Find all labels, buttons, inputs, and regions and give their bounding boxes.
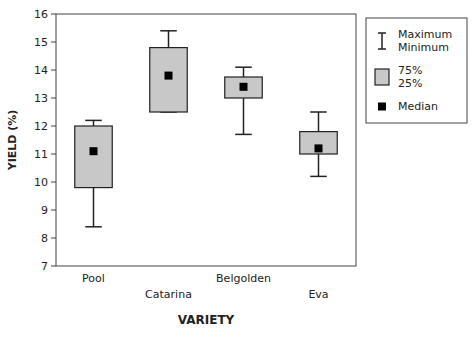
x-tick-label: Belgolden: [216, 272, 271, 285]
whisker-low: [318, 154, 320, 176]
y-tick: [51, 126, 56, 127]
y-tick-label: 13: [34, 92, 48, 105]
x-tick-label: Catarina: [145, 288, 192, 301]
y-tick: [51, 154, 56, 155]
legend-label: 75%25%: [398, 64, 422, 90]
y-axis-label: YIELD (%): [6, 110, 19, 172]
whisker-high: [93, 120, 95, 126]
legend-label-line: 25%: [398, 77, 422, 90]
whisker-low: [93, 188, 95, 227]
legend-label-line: 75%: [398, 64, 422, 77]
legend-whisker-icon: [381, 33, 383, 49]
median: [240, 83, 248, 91]
y-tick-label: 16: [34, 8, 48, 21]
legend: MaximumMinimum 75%25% Median: [366, 18, 467, 123]
y-tick-label: 11: [34, 148, 48, 161]
legend-label: MaximumMinimum: [398, 28, 452, 54]
box: [75, 126, 113, 188]
y-tick: [51, 70, 56, 71]
y-tick: [51, 238, 56, 239]
whisker-high: [318, 112, 320, 132]
y-tick: [51, 14, 56, 15]
legend-whisker-icon: [378, 32, 386, 34]
whisker-high: [243, 67, 245, 77]
whisker-low: [243, 98, 245, 134]
marks: [75, 31, 338, 227]
legend-label: Median: [398, 100, 438, 113]
median: [90, 147, 98, 155]
y-tick-label: 12: [34, 120, 48, 133]
y-tick-label: 15: [34, 36, 48, 49]
plot-frame: [56, 14, 356, 266]
cap-min: [235, 134, 252, 136]
median: [315, 144, 323, 152]
legend-label-line: Median: [398, 100, 438, 113]
chart: 7 8 9 10 11 12 13 14 15 16 Pool Catarina Belgolden Ev…: [0, 0, 473, 343]
legend-box-icon: [375, 69, 389, 85]
y-tick-label: 14: [34, 64, 48, 77]
cap-max: [160, 30, 177, 32]
y-tick-label: 7: [41, 260, 48, 273]
legend-label-line: Minimum: [398, 41, 449, 54]
y-tick: [51, 98, 56, 99]
y-tick: [51, 266, 56, 267]
whisker-high: [168, 31, 170, 48]
box: [225, 77, 263, 98]
cap-min: [310, 176, 327, 178]
legend-whisker-icon: [378, 48, 386, 50]
cap-max: [235, 66, 252, 68]
cap-max: [310, 111, 327, 113]
x-tick-label: Pool: [82, 272, 105, 285]
y-tick: [51, 210, 56, 211]
box: [150, 48, 188, 112]
legend-frame: [366, 18, 467, 123]
y-tick: [51, 42, 56, 43]
cap-max: [85, 120, 102, 122]
y-tick: [51, 182, 56, 183]
y-tick-label: 10: [34, 176, 48, 189]
x-axis-label: VARIETY: [178, 313, 235, 327]
y-tick-label: 9: [41, 204, 48, 217]
cap-min: [85, 226, 102, 228]
box: [300, 132, 338, 154]
legend-median-icon: [378, 103, 386, 111]
median: [165, 72, 173, 80]
legend-label-line: Maximum: [398, 28, 452, 41]
y-tick-label: 8: [41, 232, 48, 245]
x-tick-label: Eva: [308, 288, 328, 301]
